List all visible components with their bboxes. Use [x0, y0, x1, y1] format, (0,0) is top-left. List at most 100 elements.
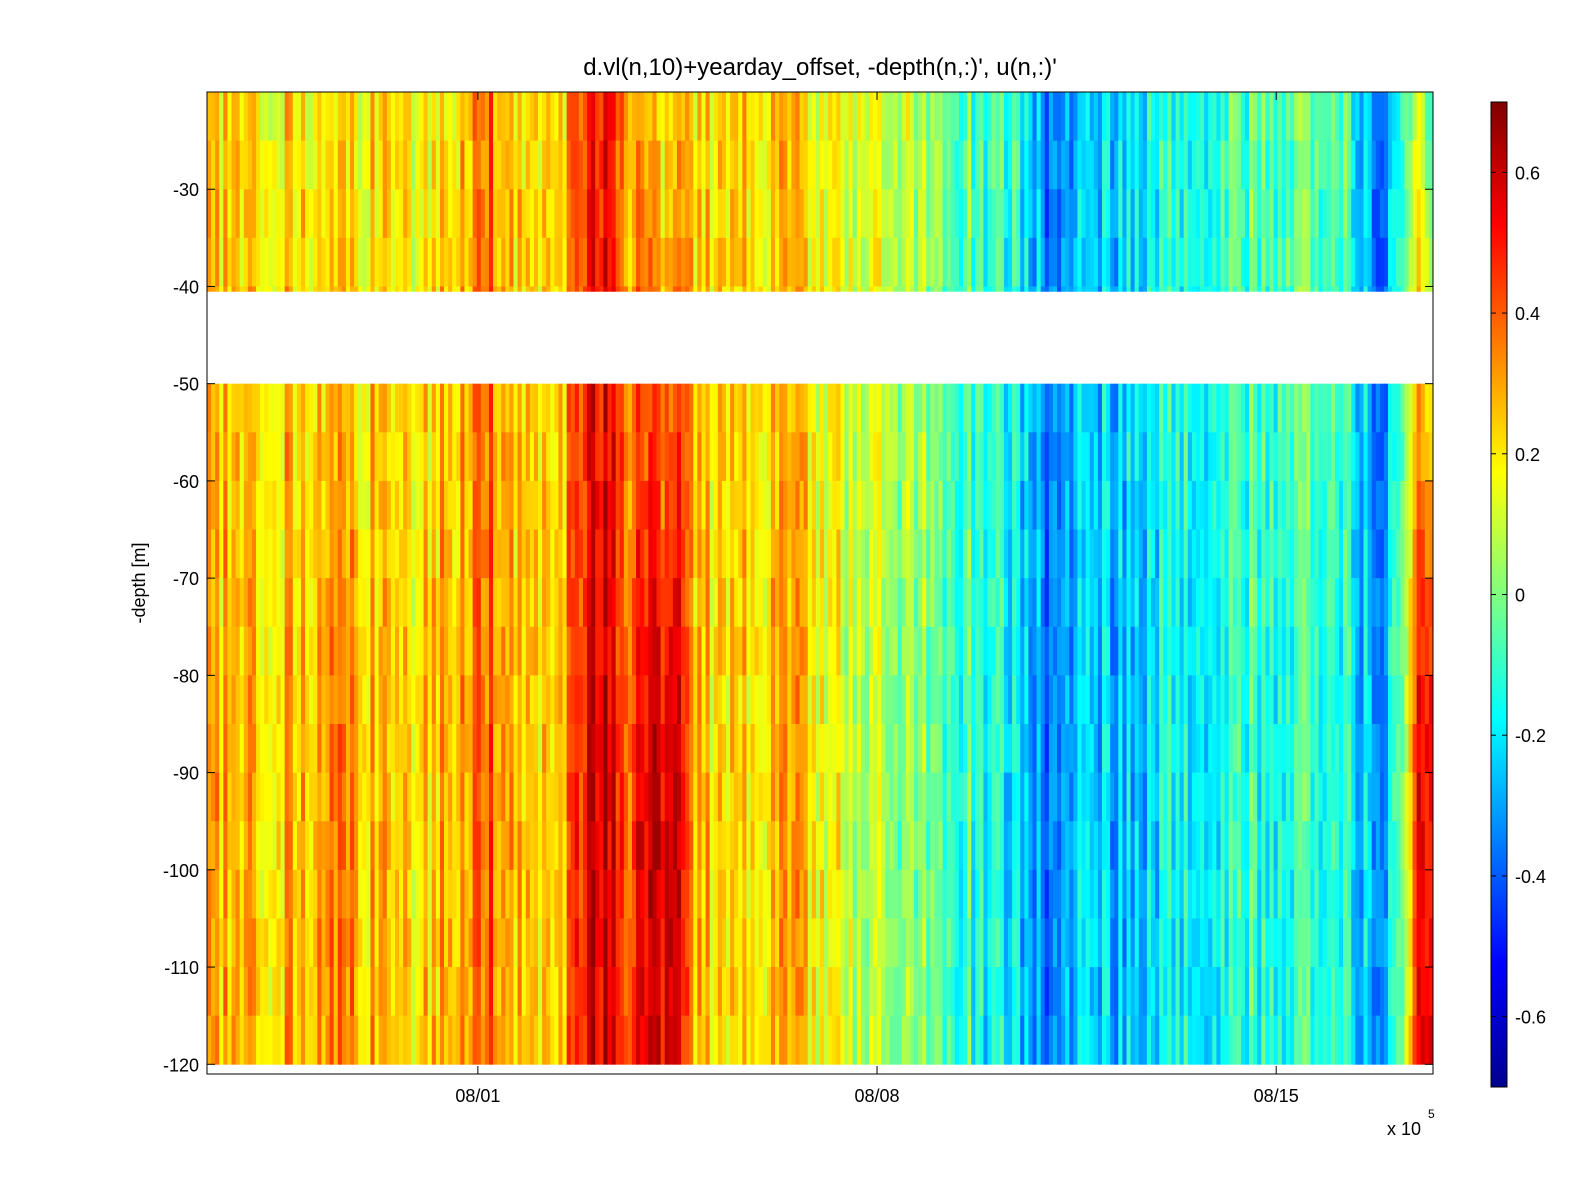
heatmap-cell	[296, 140, 302, 190]
heatmap-cell	[1032, 772, 1038, 822]
heatmap-cell	[1061, 189, 1066, 239]
heatmap-cell	[918, 821, 923, 871]
heatmap-cell	[946, 383, 952, 433]
heatmap-cell	[1142, 626, 1148, 676]
heatmap-cell	[337, 237, 343, 287]
heatmap-cell	[1183, 529, 1189, 579]
heatmap-cell	[509, 675, 515, 725]
heatmap-cell	[713, 480, 719, 530]
heatmap-cell	[231, 1015, 237, 1065]
heatmap-cell	[1048, 578, 1054, 628]
heatmap-cell	[497, 432, 502, 482]
heatmap-cell	[726, 723, 731, 773]
heatmap-cell	[1195, 626, 1201, 676]
heatmap-cell	[897, 189, 903, 239]
heatmap-cell	[1277, 383, 1283, 433]
heatmap-cell	[1032, 286, 1038, 292]
heatmap-cell	[313, 92, 318, 142]
heatmap-cell	[848, 578, 854, 628]
heatmap-cell	[742, 626, 748, 676]
heatmap-cell	[386, 140, 392, 190]
heatmap-cell	[889, 578, 895, 628]
heatmap-cell	[1261, 967, 1267, 1017]
heatmap-cell	[276, 529, 282, 579]
heatmap-cell	[1175, 480, 1181, 530]
heatmap-cell	[1048, 432, 1054, 482]
heatmap-cell	[1024, 529, 1030, 579]
heatmap-cell	[1146, 675, 1152, 725]
heatmap-cell	[619, 140, 625, 190]
heatmap-cell	[787, 286, 792, 292]
heatmap-cell	[256, 967, 261, 1017]
heatmap-cell	[1003, 432, 1009, 482]
heatmap-cell	[350, 286, 355, 292]
heatmap-cell	[1245, 675, 1250, 725]
heatmap-cell	[439, 626, 445, 676]
heatmap-cell	[411, 578, 417, 628]
heatmap-cell	[403, 286, 408, 292]
heatmap-cell	[509, 237, 515, 287]
heatmap-cell	[378, 529, 384, 579]
heatmap-cell	[574, 821, 580, 871]
heatmap-cell	[824, 918, 829, 968]
heatmap-cell	[591, 723, 596, 773]
heatmap-cell	[967, 869, 972, 919]
heatmap-cell	[1122, 918, 1128, 968]
heatmap-cell	[472, 918, 478, 968]
heatmap-cell	[296, 383, 302, 433]
heatmap-cell	[582, 286, 588, 292]
heatmap-cell	[260, 821, 265, 871]
heatmap-cell	[309, 1015, 314, 1065]
heatmap-cell	[901, 869, 907, 919]
heatmap-cell	[1089, 821, 1095, 871]
heatmap-cell	[897, 772, 903, 822]
heatmap-cell	[938, 140, 944, 190]
heatmap-cell	[1138, 821, 1144, 871]
heatmap-cell	[284, 237, 290, 287]
heatmap-cell	[1245, 383, 1250, 433]
heatmap-cell	[529, 529, 535, 579]
heatmap-cell	[468, 140, 474, 190]
heatmap-cell	[292, 967, 298, 1017]
heatmap-cell	[1171, 189, 1177, 239]
heatmap-cell	[247, 967, 253, 1017]
heatmap-cell	[958, 723, 964, 773]
heatmap-cell	[1085, 675, 1091, 725]
heatmap-cell	[599, 578, 605, 628]
heatmap-cell	[1269, 918, 1275, 968]
heatmap-cell	[1175, 529, 1181, 579]
heatmap-cell	[738, 432, 743, 482]
heatmap-cell	[738, 772, 743, 822]
heatmap-cell	[480, 286, 486, 292]
heatmap-cell	[366, 140, 372, 190]
heatmap-cell	[640, 723, 645, 773]
heatmap-cell	[407, 918, 412, 968]
heatmap-cell	[350, 626, 355, 676]
heatmap-cell	[726, 869, 731, 919]
heatmap-cell	[411, 92, 417, 142]
heatmap-cell	[1216, 529, 1222, 579]
heatmap-cell	[472, 869, 478, 919]
heatmap-cell	[472, 189, 478, 239]
heatmap-cell	[227, 967, 233, 1017]
heatmap-cell	[235, 480, 241, 530]
heatmap-cell	[1003, 723, 1009, 773]
heatmap-cell	[517, 821, 523, 871]
heatmap-cell	[860, 918, 866, 968]
heatmap-cell	[877, 869, 882, 919]
heatmap-cell	[296, 675, 302, 725]
heatmap-cell	[873, 772, 878, 822]
heatmap-cell	[1261, 286, 1267, 292]
heatmap-cell	[963, 821, 968, 871]
heatmap-cell	[811, 578, 817, 628]
heatmap-cell	[1134, 480, 1140, 530]
heatmap-cell	[509, 772, 515, 822]
heatmap-cell	[1028, 92, 1034, 142]
heatmap-cell	[538, 480, 543, 530]
heatmap-cell	[562, 92, 568, 142]
heatmap-cell	[1101, 967, 1107, 1017]
heatmap-cell	[1081, 383, 1087, 433]
heatmap-cell	[1224, 967, 1230, 1017]
heatmap-cell	[382, 529, 388, 579]
heatmap-cell	[1020, 286, 1025, 292]
